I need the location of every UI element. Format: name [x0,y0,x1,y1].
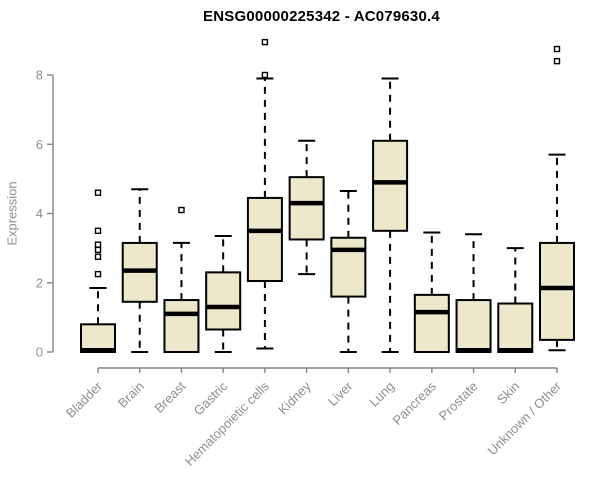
x-tick-label: Unknown / Other [485,378,565,458]
outlier-point [94,189,102,196]
box [80,323,116,353]
outlier-point [553,57,561,65]
x-tick-label: Brain [115,379,147,411]
outlier-point [94,241,102,248]
box [455,299,492,353]
box [372,139,409,232]
y-tick-label: 0 [36,345,43,360]
y-tick-label: 2 [36,275,43,290]
outlier-point [94,227,102,235]
chart-title: ENSG00000225342 - AC079630.4 [203,8,440,25]
box [288,176,325,241]
outlier-point [261,71,269,79]
x-tick-label: Lung [366,379,397,410]
outlier-point [261,38,269,46]
box [538,241,575,341]
x-tick-label: Bladder [63,378,106,421]
box [497,302,534,353]
outlier-point [178,206,185,214]
box [163,299,200,353]
box [413,293,450,353]
outlier-point [553,45,561,53]
x-tick-label: Breast [151,378,188,415]
x-tick-label: Kidney [275,378,314,417]
y-tick-label: 8 [36,68,43,83]
x-tick-label: Pancreas [389,378,439,428]
box [205,271,242,331]
box [246,196,283,283]
x-tick-label: Liver [325,378,356,409]
y-tick-label: 4 [36,206,43,221]
y-tick-label: 6 [36,137,43,152]
x-tick-label: Gastric [191,378,231,418]
box [330,236,367,298]
outlier-point [94,253,102,260]
x-tick-label: Skin [494,379,522,407]
outlier-point [94,246,102,254]
outlier-point [94,270,102,278]
x-tick-label: Prostate [436,379,481,424]
